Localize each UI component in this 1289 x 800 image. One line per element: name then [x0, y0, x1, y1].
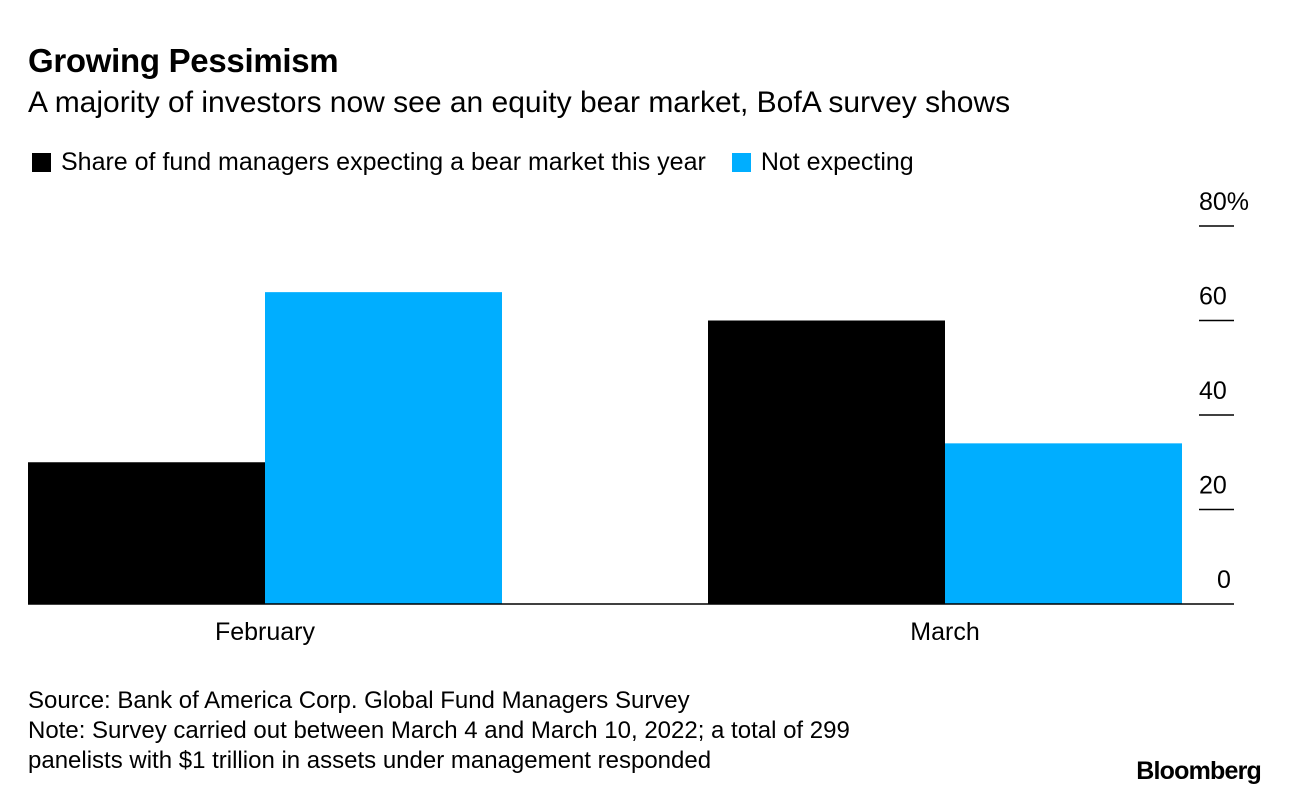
y-tick-label-40: 40	[1199, 377, 1227, 405]
footer: Source: Bank of America Corp. Global Fun…	[28, 686, 850, 776]
note-text-line-2: panelists with $1 trillion in assets und…	[28, 747, 712, 774]
chart-title: Growing Pessimism	[28, 42, 339, 79]
legend-swatch-not-expecting	[731, 153, 751, 172]
x-tick-label-march: March	[910, 618, 979, 646]
chart-subtitle: A majority of investors now see an equit…	[28, 86, 1011, 119]
bar-february-series-2	[265, 292, 502, 604]
legend: Share of fund managers expecting a bear …	[32, 148, 940, 177]
bar-march-series-1	[708, 320, 945, 604]
y-tick-label-60: 60	[1199, 283, 1227, 311]
legend-label-not-expecting: Not expecting	[760, 148, 914, 176]
legend-item-not-expecting: Not expecting	[731, 148, 914, 177]
legend-label-expecting: Share of fund managers expecting a bear …	[61, 148, 706, 176]
x-tick-label-february: February	[215, 618, 316, 646]
legend-swatch-expecting	[32, 153, 51, 172]
source-text: Source: Bank of America Corp. Global Fun…	[28, 687, 690, 714]
legend-item-expecting: Share of fund managers expecting a bear …	[32, 148, 706, 177]
bloomberg-logo: Bloomberg	[1136, 757, 1262, 785]
y-tick-label-0: 0	[1217, 566, 1231, 594]
y-tick-label-80: 80%	[1199, 188, 1249, 216]
bar-february-series-1	[28, 462, 265, 604]
bar-march-series-2	[945, 443, 1182, 604]
note-text-line-1: Note: Survey carried out between March 4…	[28, 717, 850, 744]
y-tick-label-20: 20	[1199, 472, 1227, 500]
